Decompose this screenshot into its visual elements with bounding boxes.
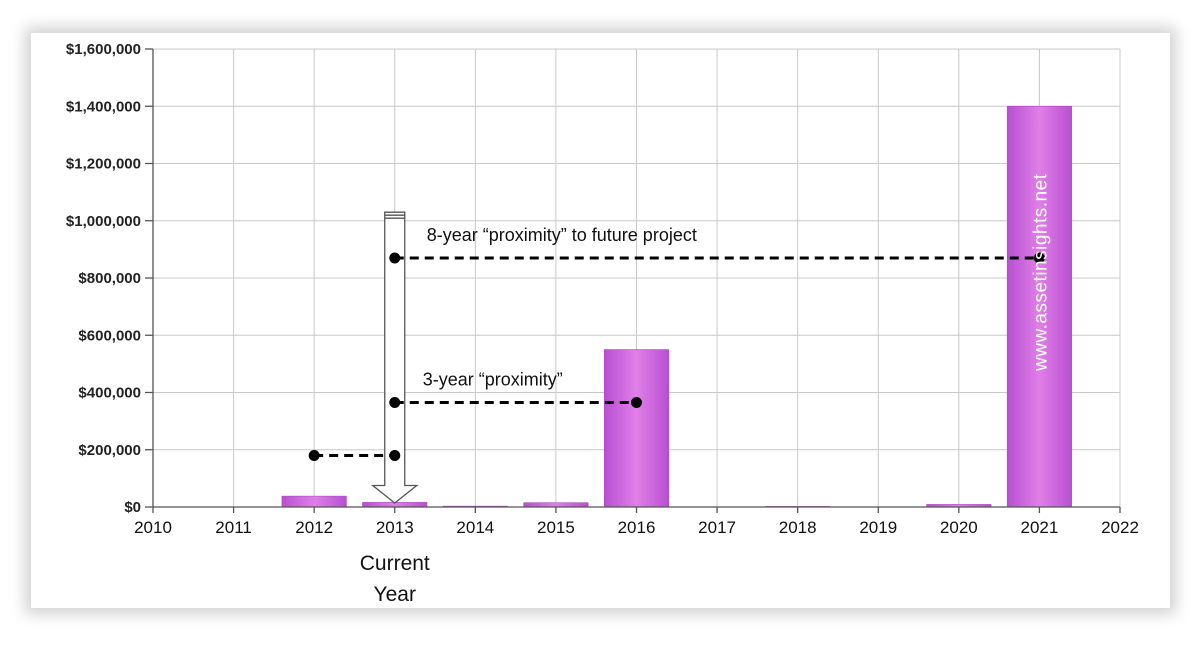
- x-tick-label: 2018: [779, 518, 817, 537]
- x-tick-label: 2017: [698, 518, 736, 537]
- y-tick-label: $1,200,000: [66, 156, 141, 173]
- bars: [281, 105, 1072, 508]
- y-tick-label: $0: [124, 499, 141, 516]
- long-proximity-start-dot: [389, 252, 401, 264]
- y-tick-label: $200,000: [78, 442, 141, 459]
- x-tick-label: 2021: [1021, 518, 1059, 537]
- y-tick-label: $1,000,000: [66, 213, 141, 230]
- x-tick-label: 2020: [940, 518, 978, 537]
- x-tick-label: 2013: [376, 518, 414, 537]
- short-proximity-label: 3-year “proximity”: [423, 370, 563, 390]
- long-proximity-label: 8-year “proximity” to future project: [427, 225, 697, 245]
- y-axis-ticks: $0 $200,000 $400,000 $600,000 $800,000 $1,000…: [66, 41, 141, 516]
- bar-chart: $0 $200,000 $400,000 $600,000 $800,000 $1,000…: [66, 41, 1139, 606]
- y-tick-label: $600,000: [78, 327, 141, 344]
- x-tick-label: 2011: [215, 518, 252, 537]
- previous-year-start-dot: [308, 449, 320, 461]
- x-tick-label: 2014: [456, 518, 494, 537]
- bar-2016: [603, 349, 670, 508]
- x-axis-ticks: 2010 2011 2012 2013 2014 2015 2016 2017 2018 2019…: [134, 518, 1139, 537]
- current-year-arrow: [370, 211, 419, 504]
- y-tick-label: $1,400,000: [66, 98, 141, 115]
- y-tick-label: $1,600,000: [66, 41, 141, 58]
- y-tick-label: $800,000: [78, 270, 141, 287]
- x-tick-label: 2015: [537, 518, 575, 537]
- y-tick-label: $400,000: [78, 385, 141, 402]
- current-year-label-line2: Year: [374, 583, 416, 606]
- chart-frame: $0 $200,000 $400,000 $600,000 $800,000 $1,000…: [31, 33, 1170, 608]
- current-year-label: Current: [360, 552, 430, 575]
- axes: [145, 48, 1121, 513]
- x-tick-label: 2022: [1101, 518, 1139, 537]
- x-tick-label: 2010: [134, 518, 172, 537]
- x-tick-label: 2012: [295, 518, 333, 537]
- x-tick-label: 2019: [859, 518, 897, 537]
- long-proximity-end-dot: [1033, 252, 1045, 264]
- short-proximity-start-dot: [389, 397, 401, 409]
- bar-2012: [281, 495, 347, 508]
- x-tick-label: 2016: [618, 518, 656, 537]
- previous-year-end-dot: [389, 449, 401, 461]
- short-proximity-end-dot: [631, 397, 642, 409]
- bar-2021: [1006, 105, 1072, 508]
- watermark: www.assetinsights.net: [1030, 173, 1051, 372]
